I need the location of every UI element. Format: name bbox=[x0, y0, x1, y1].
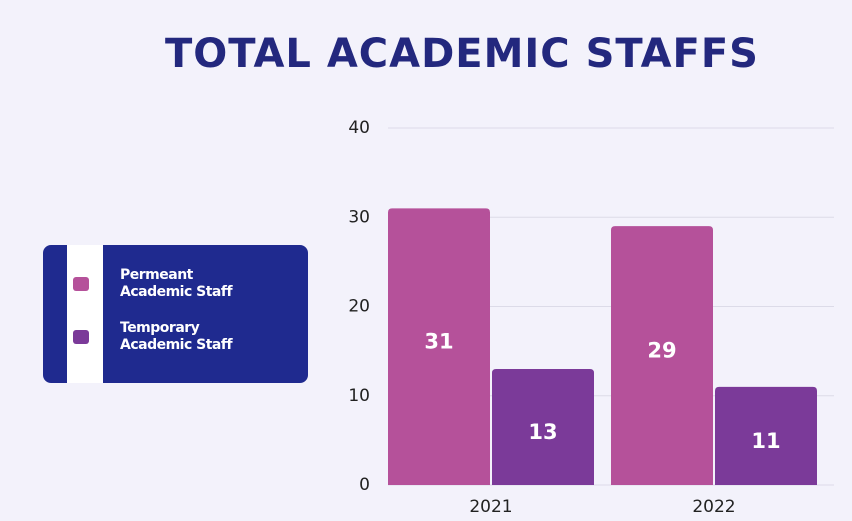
data-label: 11 bbox=[751, 429, 780, 453]
y-tick-label: 40 bbox=[348, 118, 370, 138]
data-label: 29 bbox=[647, 339, 676, 363]
bar bbox=[611, 226, 713, 486]
legend-stripe bbox=[67, 245, 103, 383]
legend-swatch bbox=[73, 330, 89, 344]
y-tick-label: 0 bbox=[359, 475, 370, 495]
x-tick-label: 2022 bbox=[692, 497, 735, 517]
legend-label: Permeant Academic Staff bbox=[120, 267, 233, 300]
data-label: 13 bbox=[528, 420, 557, 444]
bar bbox=[715, 386, 817, 485]
legend-swatch bbox=[73, 277, 89, 291]
legend-label: Temporary Academic Staff bbox=[120, 320, 233, 353]
data-label: 31 bbox=[424, 330, 453, 354]
y-tick-label: 10 bbox=[348, 386, 370, 406]
x-tick-label: 2021 bbox=[469, 497, 512, 517]
legend: Permeant Academic Staff Temporary Academi… bbox=[43, 245, 308, 383]
bar bbox=[492, 368, 594, 485]
y-tick-label: 30 bbox=[348, 207, 370, 227]
legend-item: Permeant Academic Staff bbox=[73, 267, 245, 301]
chart-title: TOTAL ACADEMIC STAFFS bbox=[165, 31, 759, 77]
bar bbox=[388, 208, 490, 485]
legend-item: Temporary Academic Staff bbox=[73, 320, 245, 354]
y-tick-label: 20 bbox=[348, 297, 370, 317]
